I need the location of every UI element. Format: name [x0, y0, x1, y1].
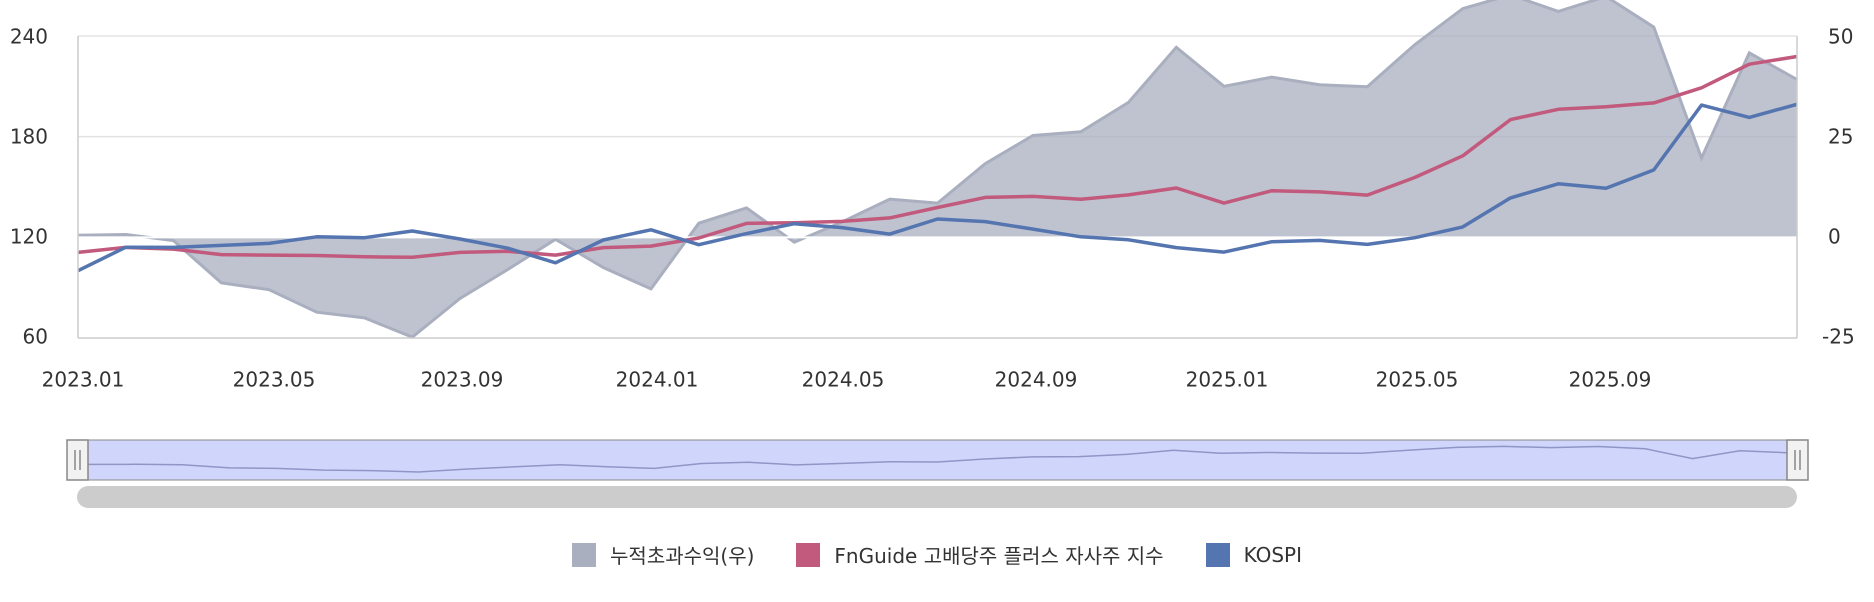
navigator-left-handle[interactable]: [66, 439, 89, 481]
navigator-selection[interactable]: [69, 439, 1807, 481]
axes: [77, 36, 1798, 339]
right-tick-label: 50: [1828, 25, 1853, 49]
x-tick-label: 2023.01: [42, 368, 125, 392]
x-tick-label: 2025.05: [1376, 368, 1459, 392]
area-fill-excess-return: [78, 0, 1797, 338]
line-layer: [77, 54, 1798, 273]
x-tick-label: 2025.01: [1186, 368, 1269, 392]
left-tick-label: 120: [10, 225, 48, 249]
legend-swatch: [796, 542, 821, 567]
x-tick-label: 2023.05: [233, 368, 316, 392]
navigator-scrollbar[interactable]: [77, 486, 1797, 508]
legend-swatch: [1205, 542, 1230, 567]
left-tick-label: 240: [10, 25, 48, 49]
legend-swatch: [572, 542, 597, 567]
left-tick-label: 180: [10, 125, 48, 149]
x-tick-label: 2023.09: [421, 368, 504, 392]
x-tick-label: 2024.05: [802, 368, 885, 392]
area-layer: [77, 0, 1798, 339]
range-navigator[interactable]: [66, 439, 1809, 508]
right-tick-label: -25: [1822, 325, 1855, 349]
x-tick-label: 2024.09: [995, 368, 1078, 392]
x-tick-label: 2024.01: [616, 368, 699, 392]
legend-item-fnguide-index[interactable]: FnGuide 고배당주 플러스 자사주 지수: [796, 540, 1164, 569]
legend-label: 누적초과수익(우): [610, 544, 755, 568]
navigator-right-handle[interactable]: [1786, 439, 1809, 481]
x-tick-label: 2025.09: [1569, 368, 1652, 392]
right-tick-label: 0: [1828, 225, 1841, 249]
legend: 누적초과수익(우) FnGuide 고배당주 플러스 자사주 지수 KOSPI: [0, 540, 1874, 569]
legend-label: KOSPI: [1243, 542, 1302, 567]
left-tick-label: 60: [23, 325, 48, 349]
legend-label: FnGuide 고배당주 플러스 자사주 지수: [834, 544, 1164, 568]
navigator-series-line: [87, 445, 1788, 473]
legend-item-excess-return[interactable]: 누적초과수익(우): [572, 540, 754, 569]
right-tick-label: 25: [1828, 125, 1853, 149]
legend-item-kospi[interactable]: KOSPI: [1205, 540, 1302, 569]
